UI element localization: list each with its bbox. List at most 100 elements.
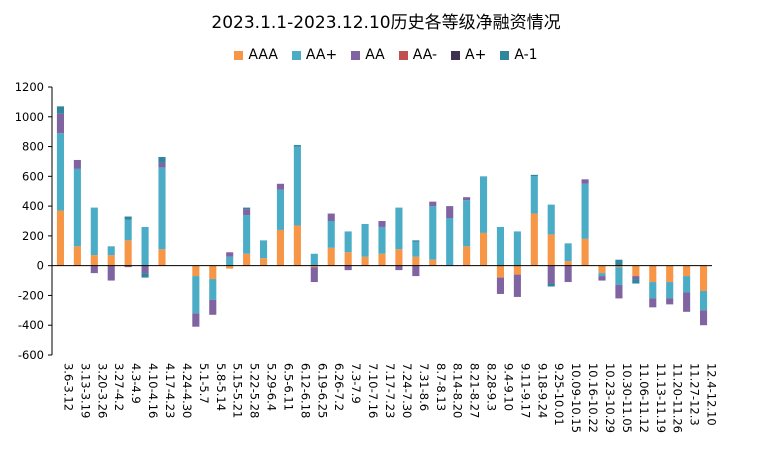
legend-swatch <box>234 50 244 60</box>
y-tick-label: -400 <box>18 318 44 332</box>
bar-segment <box>530 174 538 177</box>
bar-segment <box>361 256 369 266</box>
x-tick-label: 5.22-5.28 <box>248 363 262 418</box>
bar-segment <box>243 209 251 216</box>
x-tick-label: 4.3-4.9 <box>129 363 143 404</box>
bar-segment <box>666 265 674 283</box>
x-tick-label: 11.27-12.3 <box>688 363 702 426</box>
bar-segment <box>699 265 708 291</box>
x-tick-label: 5.29-6.4 <box>265 363 279 411</box>
bar-segment <box>158 156 166 163</box>
bar-segment <box>479 176 488 233</box>
bar-segment <box>107 255 115 266</box>
legend: AAA AA+ AA AA- A+ A-1 <box>0 47 772 63</box>
bar-segment <box>293 146 301 226</box>
bar-segment <box>141 273 149 278</box>
bar-segment <box>276 229 285 266</box>
bar-segment <box>699 310 708 326</box>
bar-segment <box>547 283 555 287</box>
x-tick-label: 7.10-7.16 <box>366 363 380 418</box>
x-tick-label: 8.21-8.27 <box>468 363 482 418</box>
bar-segment <box>344 265 352 271</box>
bar-segment <box>378 221 386 227</box>
bar-segment <box>547 234 555 266</box>
x-tick-label: 8.28-9.3 <box>485 363 499 411</box>
y-tick-label: -600 <box>18 348 44 362</box>
bar-segment <box>513 265 521 275</box>
x-tick-label: 8.14-8.20 <box>451 363 465 418</box>
bar-segment <box>192 313 200 327</box>
bar-segment <box>564 265 572 283</box>
bar-segment <box>327 221 335 248</box>
bar-segment <box>124 240 132 266</box>
x-tick-label: 8.7-8.13 <box>434 363 448 411</box>
y-tick-label: 0 <box>37 259 44 273</box>
bar-segment <box>632 276 640 280</box>
x-tick-label: 11.20-11.26 <box>671 363 685 433</box>
bar-segment <box>598 276 606 281</box>
bar-segment <box>226 265 234 269</box>
x-tick-label: 10.09-10.15 <box>569 363 583 433</box>
bar-segment <box>513 274 521 297</box>
x-tick-label: 5.15-5.21 <box>231 363 245 418</box>
bar-segment <box>226 252 234 257</box>
bar-segment <box>615 259 623 266</box>
bar-segment <box>327 247 335 266</box>
bar-segment <box>73 168 81 247</box>
x-tick-label: 3.6-3.12 <box>61 363 75 411</box>
bar-segment <box>158 162 166 168</box>
bar-segment <box>412 241 420 257</box>
bar-segment <box>243 253 251 266</box>
bar-segment <box>192 276 200 314</box>
x-tick-label: 6.26-7.2 <box>332 363 346 411</box>
bar-segment <box>395 207 403 250</box>
bar-segment <box>429 201 437 207</box>
bar-segment <box>124 216 132 220</box>
y-tick-label: 600 <box>22 169 44 183</box>
bar-segment <box>158 249 166 266</box>
bar-segment <box>378 226 386 254</box>
bar-segment <box>429 259 437 266</box>
bar-segment <box>90 255 98 266</box>
bar-segment <box>615 265 623 268</box>
y-tick-label: 800 <box>22 140 44 154</box>
bar-segment <box>276 189 285 230</box>
bar-segment <box>479 232 488 266</box>
bar-segment <box>463 197 471 201</box>
x-tick-label: 7.31-8.6 <box>417 363 431 411</box>
legend-item: A+ <box>451 47 486 63</box>
bar-segment <box>107 246 115 256</box>
x-tick-label: 4.24-4.30 <box>180 363 194 418</box>
bar-segment <box>378 253 386 266</box>
bar-segment <box>683 276 691 293</box>
bar-segment <box>446 218 454 266</box>
bar-segment <box>90 265 98 274</box>
x-tick-label: 7.24-7.30 <box>400 363 414 418</box>
bar-segment <box>564 243 572 262</box>
legend-swatch <box>451 50 461 60</box>
x-tick-label: 3.27-4.2 <box>112 363 126 411</box>
bar-segment <box>56 210 65 266</box>
bar-segment <box>293 145 301 147</box>
bar-segment <box>395 249 403 266</box>
bar-segment <box>344 231 352 253</box>
x-tick-label: 10.16-10.22 <box>586 363 600 433</box>
legend-swatch <box>351 50 361 60</box>
bar-segment <box>615 267 623 286</box>
legend-label: A+ <box>465 47 487 63</box>
bar-segment <box>446 206 454 219</box>
x-tick-label: 3.13-3.19 <box>78 363 92 418</box>
x-tick-label: 11.13-11.19 <box>654 363 668 433</box>
bar-segment <box>395 265 403 271</box>
bar-segment <box>192 265 200 277</box>
bar-segment <box>649 265 657 283</box>
x-tick-label: 7.17-7.23 <box>383 363 397 418</box>
bar-segment <box>124 219 132 241</box>
bar-segment <box>107 265 115 281</box>
bar-segment <box>581 183 589 239</box>
bar-segment <box>666 298 674 305</box>
legend-item: AA+ <box>291 47 337 63</box>
legend-label: AAA <box>248 47 278 63</box>
x-tick-label: 10.23-10.29 <box>603 363 617 433</box>
bar-segment <box>209 265 217 280</box>
